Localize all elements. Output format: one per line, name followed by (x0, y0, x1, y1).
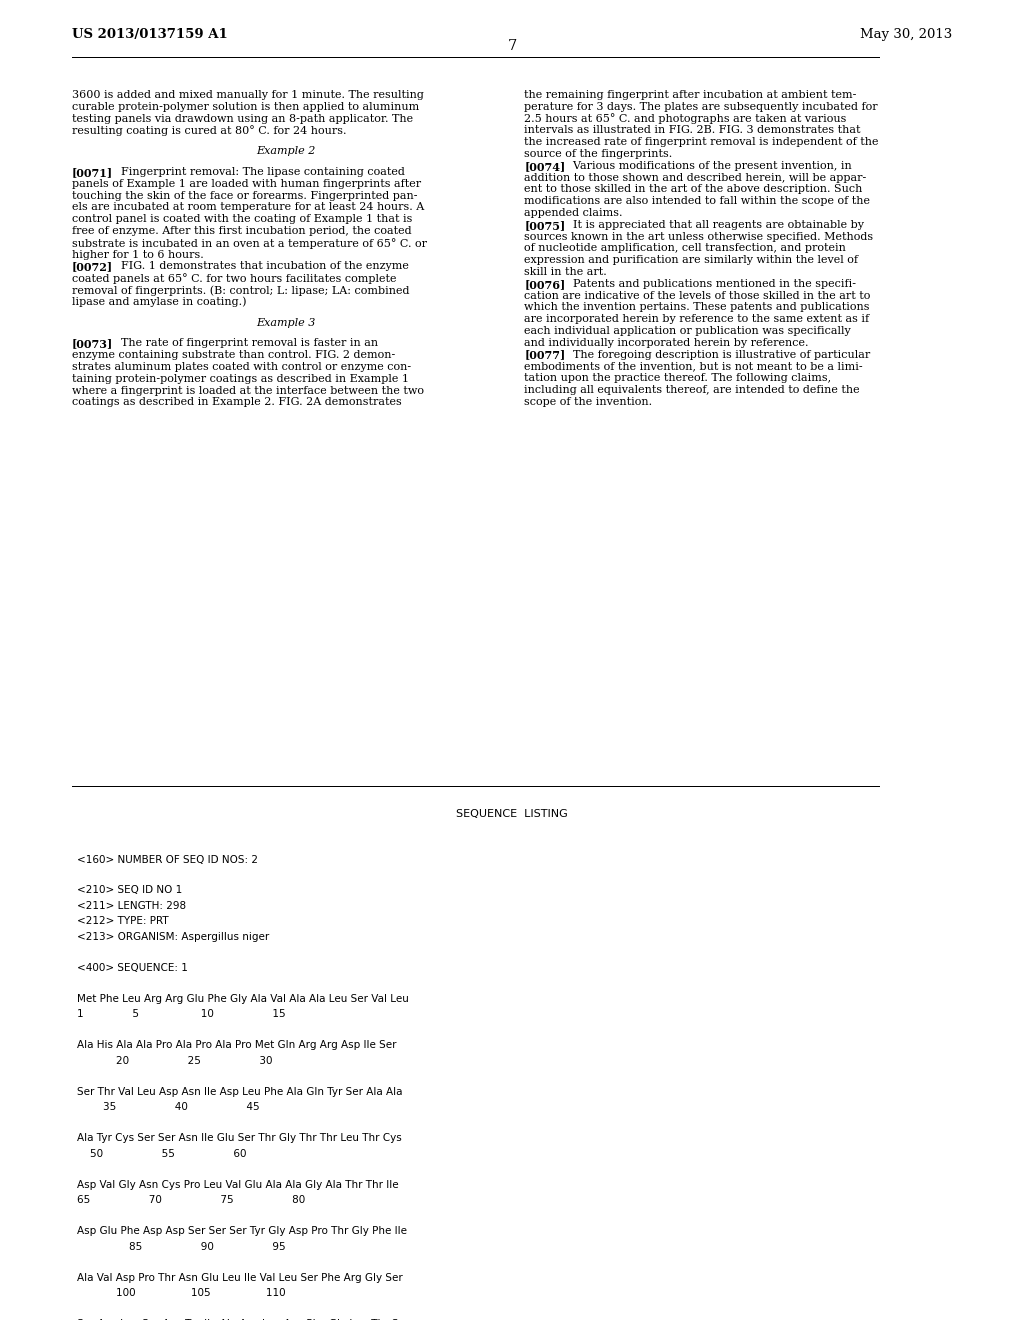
Text: free of enzyme. After this first incubation period, the coated: free of enzyme. After this first incubat… (72, 226, 412, 236)
Text: <400> SEQUENCE: 1: <400> SEQUENCE: 1 (77, 964, 187, 973)
Text: FIG. 1 demonstrates that incubation of the enzyme: FIG. 1 demonstrates that incubation of t… (106, 261, 409, 272)
Text: appended claims.: appended claims. (524, 209, 623, 218)
Text: source of the fingerprints.: source of the fingerprints. (524, 149, 673, 158)
Text: touching the skin of the face or forearms. Fingerprinted pan-: touching the skin of the face or forearm… (72, 190, 418, 201)
Text: which the invention pertains. These patents and publications: which the invention pertains. These pate… (524, 302, 870, 313)
Text: higher for 1 to 6 hours.: higher for 1 to 6 hours. (72, 249, 204, 260)
Text: Fingerprint removal: The lipase containing coated: Fingerprint removal: The lipase containi… (106, 168, 404, 177)
Text: <212> TYPE: PRT: <212> TYPE: PRT (77, 916, 169, 927)
Text: 100                 105                 110: 100 105 110 (77, 1288, 286, 1299)
Text: including all equivalents thereof, are intended to define the: including all equivalents thereof, are i… (524, 385, 860, 395)
Text: SEQUENCE  LISTING: SEQUENCE LISTING (456, 809, 568, 818)
Text: curable protein-polymer solution is then applied to aluminum: curable protein-polymer solution is then… (72, 102, 419, 112)
Text: Patents and publications mentioned in the specifi-: Patents and publications mentioned in th… (559, 279, 856, 289)
Text: 3600 is added and mixed manually for 1 minute. The resulting: 3600 is added and mixed manually for 1 m… (72, 90, 424, 100)
Text: It is appreciated that all reagents are obtainable by: It is appreciated that all reagents are … (559, 220, 864, 230)
Text: of nucleotide amplification, cell transfection, and protein: of nucleotide amplification, cell transf… (524, 243, 847, 253)
Text: Various modifications of the present invention, in: Various modifications of the present inv… (559, 161, 852, 170)
Text: 50                  55                  60: 50 55 60 (77, 1148, 247, 1159)
Text: Asp Glu Phe Asp Asp Ser Ser Ser Tyr Gly Asp Pro Thr Gly Phe Ile: Asp Glu Phe Asp Asp Ser Ser Ser Tyr Gly … (77, 1226, 407, 1237)
Text: intervals as illustrated in FIG. 2B. FIG. 3 demonstrates that: intervals as illustrated in FIG. 2B. FIG… (524, 125, 861, 136)
Text: <213> ORGANISM: Aspergillus niger: <213> ORGANISM: Aspergillus niger (77, 932, 269, 942)
Text: each individual application or publication was specifically: each individual application or publicati… (524, 326, 851, 337)
Text: panels of Example 1 are loaded with human fingerprints after: panels of Example 1 are loaded with huma… (72, 178, 421, 189)
Text: Ala Tyr Cys Ser Ser Asn Ile Glu Ser Thr Gly Thr Thr Leu Thr Cys: Ala Tyr Cys Ser Ser Asn Ile Glu Ser Thr … (77, 1134, 401, 1143)
Text: taining protein-polymer coatings as described in Example 1: taining protein-polymer coatings as desc… (72, 374, 409, 384)
Text: are incorporated herein by reference to the same extent as if: are incorporated herein by reference to … (524, 314, 869, 325)
Text: perature for 3 days. The plates are subsequently incubated for: perature for 3 days. The plates are subs… (524, 102, 879, 112)
Text: Ser Thr Val Leu Asp Asn Ile Asp Leu Phe Ala Gln Tyr Ser Ala Ala: Ser Thr Val Leu Asp Asn Ile Asp Leu Phe … (77, 1086, 402, 1097)
Text: tation upon the practice thereof. The following claims,: tation upon the practice thereof. The fo… (524, 374, 831, 383)
Text: testing panels via drawdown using an 8-path applicator. The: testing panels via drawdown using an 8-p… (72, 114, 413, 124)
Text: where a fingerprint is loaded at the interface between the two: where a fingerprint is loaded at the int… (72, 385, 424, 396)
Text: 35                  40                  45: 35 40 45 (77, 1102, 260, 1113)
Text: expression and purification are similarly within the level of: expression and purification are similarl… (524, 255, 858, 265)
Text: [0076]: [0076] (524, 279, 565, 290)
Text: The foregoing description is illustrative of particular: The foregoing description is illustrativ… (559, 350, 870, 359)
Text: and individually incorporated herein by reference.: and individually incorporated herein by … (524, 338, 809, 347)
Text: <160> NUMBER OF SEQ ID NOS: 2: <160> NUMBER OF SEQ ID NOS: 2 (77, 854, 258, 865)
Text: Ala Val Asp Pro Thr Asn Glu Leu Ile Val Leu Ser Phe Arg Gly Ser: Ala Val Asp Pro Thr Asn Glu Leu Ile Val … (77, 1272, 402, 1283)
Text: 65                  70                  75                  80: 65 70 75 80 (77, 1196, 305, 1205)
Text: [0073]: [0073] (72, 338, 114, 350)
Text: strates aluminum plates coated with control or enzyme con-: strates aluminum plates coated with cont… (72, 362, 411, 372)
Text: coatings as described in Example 2. FIG. 2A demonstrates: coatings as described in Example 2. FIG.… (72, 397, 401, 408)
Text: 1               5                   10                  15: 1 5 10 15 (77, 1010, 286, 1019)
Text: Ala His Ala Ala Pro Ala Pro Ala Pro Met Gln Arg Arg Asp Ile Ser: Ala His Ala Ala Pro Ala Pro Ala Pro Met … (77, 1040, 396, 1051)
Text: Example 3: Example 3 (256, 318, 315, 327)
Text: Met Phe Leu Arg Arg Glu Phe Gly Ala Val Ala Ala Leu Ser Val Leu: Met Phe Leu Arg Arg Glu Phe Gly Ala Val … (77, 994, 409, 1005)
Text: ent to those skilled in the art of the above description. Such: ent to those skilled in the art of the a… (524, 185, 863, 194)
Text: [0075]: [0075] (524, 220, 565, 231)
Text: els are incubated at room temperature for at least 24 hours. A: els are incubated at room temperature fo… (72, 202, 424, 213)
Text: The rate of fingerprint removal is faster in an: The rate of fingerprint removal is faste… (106, 338, 378, 348)
Text: embodiments of the invention, but is not meant to be a limi-: embodiments of the invention, but is not… (524, 362, 863, 371)
Text: 20                  25                  30: 20 25 30 (77, 1056, 272, 1067)
Text: [0074]: [0074] (524, 161, 565, 172)
Text: 85                  90                  95: 85 90 95 (77, 1242, 286, 1251)
Text: US 2013/0137159 A1: US 2013/0137159 A1 (72, 28, 227, 41)
Text: coated panels at 65° C. for two hours facilitates complete: coated panels at 65° C. for two hours fa… (72, 273, 396, 284)
Text: [0072]: [0072] (72, 261, 113, 272)
Text: cation are indicative of the levels of those skilled in the art to: cation are indicative of the levels of t… (524, 290, 870, 301)
Text: modifications are also intended to fall within the scope of the: modifications are also intended to fall … (524, 197, 870, 206)
Text: scope of the invention.: scope of the invention. (524, 397, 652, 407)
Text: skill in the art.: skill in the art. (524, 267, 607, 277)
Text: <211> LENGTH: 298: <211> LENGTH: 298 (77, 902, 186, 911)
Text: lipase and amylase in coating.): lipase and amylase in coating.) (72, 297, 247, 308)
Text: [0071]: [0071] (72, 168, 113, 178)
Text: the increased rate of fingerprint removal is independent of the: the increased rate of fingerprint remova… (524, 137, 879, 148)
Text: May 30, 2013: May 30, 2013 (860, 28, 952, 41)
Text: Example 2: Example 2 (256, 147, 315, 156)
Text: Asp Val Gly Asn Cys Pro Leu Val Glu Ala Ala Gly Ala Thr Thr Ile: Asp Val Gly Asn Cys Pro Leu Val Glu Ala … (77, 1180, 398, 1191)
Text: the remaining fingerprint after incubation at ambient tem-: the remaining fingerprint after incubati… (524, 90, 857, 100)
Text: addition to those shown and described herein, will be appar-: addition to those shown and described he… (524, 173, 866, 182)
Text: resulting coating is cured at 80° C. for 24 hours.: resulting coating is cured at 80° C. for… (72, 125, 346, 136)
Text: substrate is incubated in an oven at a temperature of 65° C. or: substrate is incubated in an oven at a t… (72, 238, 427, 248)
Text: 7: 7 (507, 40, 517, 53)
Text: <210> SEQ ID NO 1: <210> SEQ ID NO 1 (77, 886, 182, 895)
Text: control panel is coated with the coating of Example 1 that is: control panel is coated with the coating… (72, 214, 413, 224)
Text: 2.5 hours at 65° C. and photographs are taken at various: 2.5 hours at 65° C. and photographs are … (524, 114, 847, 124)
Text: removal of fingerprints. (B: control; L: lipase; LA: combined: removal of fingerprints. (B: control; L:… (72, 285, 410, 296)
Text: enzyme containing substrate than control. FIG. 2 demon-: enzyme containing substrate than control… (72, 350, 395, 360)
Text: sources known in the art unless otherwise specified. Methods: sources known in the art unless otherwis… (524, 231, 873, 242)
Text: [0077]: [0077] (524, 350, 565, 360)
